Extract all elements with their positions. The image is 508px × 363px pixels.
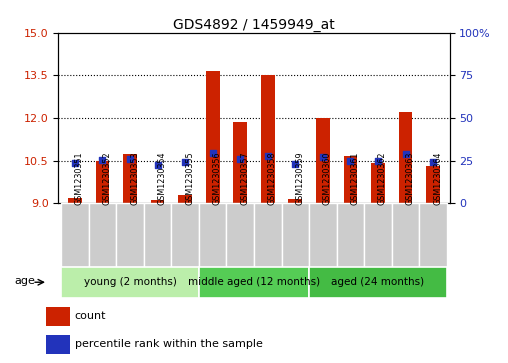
Point: [264, 152, 272, 158]
Bar: [419, 203, 447, 267]
Bar: [309, 203, 337, 267]
Bar: [309, 267, 447, 298]
Text: GSM1230352: GSM1230352: [103, 152, 111, 205]
Point: [126, 156, 134, 162]
Point: [99, 157, 107, 163]
Point: [374, 158, 382, 163]
Bar: [199, 267, 309, 298]
Text: GSM1230357: GSM1230357: [240, 152, 249, 205]
Bar: [151, 200, 165, 203]
Text: GSM1230354: GSM1230354: [157, 152, 167, 205]
Bar: [144, 203, 171, 267]
Bar: [371, 163, 385, 203]
Bar: [392, 203, 419, 267]
Text: young (2 months): young (2 months): [84, 277, 176, 287]
Bar: [254, 203, 281, 267]
Bar: [426, 166, 440, 203]
Bar: [171, 203, 199, 267]
Bar: [199, 203, 227, 267]
Bar: [316, 118, 330, 203]
Bar: [364, 203, 392, 267]
Text: GSM1230359: GSM1230359: [295, 152, 304, 205]
Point: [181, 159, 189, 165]
Bar: [96, 160, 109, 203]
Text: GSM1230353: GSM1230353: [130, 152, 139, 205]
Bar: [337, 203, 364, 267]
Bar: [116, 203, 144, 267]
Text: GSM1230363: GSM1230363: [405, 152, 415, 205]
Point: [401, 151, 409, 156]
Bar: [178, 195, 192, 203]
Point: [429, 159, 437, 165]
Point: [209, 150, 217, 156]
Text: GSM1230361: GSM1230361: [351, 152, 360, 205]
Bar: [47, 335, 70, 354]
Text: middle aged (12 months): middle aged (12 months): [188, 277, 320, 287]
Title: GDS4892 / 1459949_at: GDS4892 / 1459949_at: [173, 18, 335, 32]
Bar: [399, 112, 412, 203]
Text: GSM1230351: GSM1230351: [75, 152, 84, 205]
Bar: [89, 203, 116, 267]
Bar: [61, 267, 199, 298]
Text: GSM1230362: GSM1230362: [378, 152, 387, 205]
Point: [153, 162, 162, 168]
Bar: [206, 71, 219, 203]
Point: [71, 160, 79, 166]
Bar: [233, 122, 247, 203]
Bar: [47, 307, 70, 326]
Text: percentile rank within the sample: percentile rank within the sample: [75, 339, 263, 349]
Point: [346, 158, 355, 163]
Bar: [123, 154, 137, 203]
Text: GSM1230360: GSM1230360: [323, 152, 332, 205]
Bar: [61, 203, 89, 267]
Text: GSM1230358: GSM1230358: [268, 152, 277, 205]
Text: aged (24 months): aged (24 months): [331, 277, 425, 287]
Text: GSM1230355: GSM1230355: [185, 152, 194, 205]
Bar: [281, 203, 309, 267]
Bar: [289, 199, 302, 203]
Point: [236, 156, 244, 162]
Bar: [261, 75, 275, 203]
Point: [319, 154, 327, 160]
Text: GSM1230356: GSM1230356: [213, 152, 221, 205]
Bar: [227, 203, 254, 267]
Point: [291, 161, 299, 167]
Bar: [343, 156, 357, 203]
Text: count: count: [75, 311, 106, 321]
Text: age: age: [15, 276, 36, 286]
Bar: [68, 197, 82, 203]
Text: GSM1230364: GSM1230364: [433, 152, 442, 205]
